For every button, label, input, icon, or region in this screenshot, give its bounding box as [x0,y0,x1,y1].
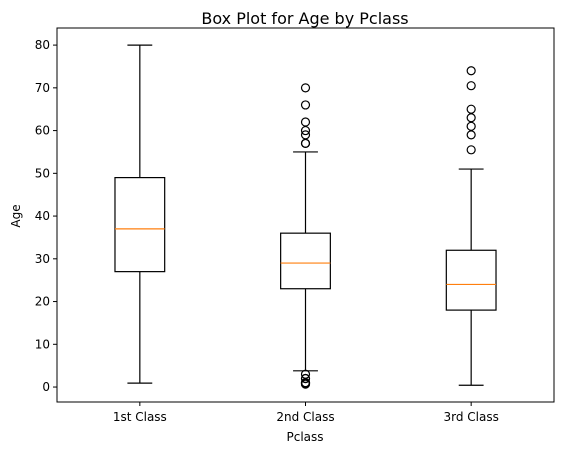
outlier-point [466,113,476,123]
y-tick-label: 50 [35,166,50,180]
y-tick-label: 10 [35,337,50,351]
outlier-point [300,100,311,110]
outlier-point [300,117,311,127]
outlier-point [466,121,476,131]
y-tick-label: 40 [35,209,50,223]
outlier-point [300,130,311,140]
y-tick-label: 70 [35,81,50,95]
outlier-point [300,373,311,384]
x-axis: 1st Class 2nd Class 3rd Class [113,402,499,424]
box-group [280,83,331,389]
outlier-point [300,83,311,93]
x-axis-label: Pclass [286,430,323,444]
y-tick-label: 20 [35,295,50,309]
x-tick-label: 2nd Class [276,410,334,424]
x-tick-label: 1st Class [113,410,167,424]
y-axis: 0 10 20 30 40 50 60 70 80 [35,38,57,394]
outlier-point [300,369,311,379]
outlier-point [466,145,476,155]
y-tick-label: 30 [35,252,50,266]
y-tick-label: 0 [42,380,50,394]
box-group [445,66,497,386]
iqr-box [445,249,497,311]
outlier-point [466,104,476,114]
y-tick-label: 80 [35,38,50,52]
y-tick-label: 60 [35,124,50,138]
outlier-point [466,130,476,140]
iqr-box [280,232,331,290]
chart-title: Box Plot for Age by Pclass [201,9,408,28]
y-axis-label: Age [9,204,23,227]
outlier-point [300,138,311,149]
outlier-point [466,81,476,91]
outlier-point [466,66,476,76]
box-series [114,44,497,389]
box-group [114,44,166,384]
iqr-box [114,177,166,273]
x-tick-label: 3rd Class [443,410,498,424]
